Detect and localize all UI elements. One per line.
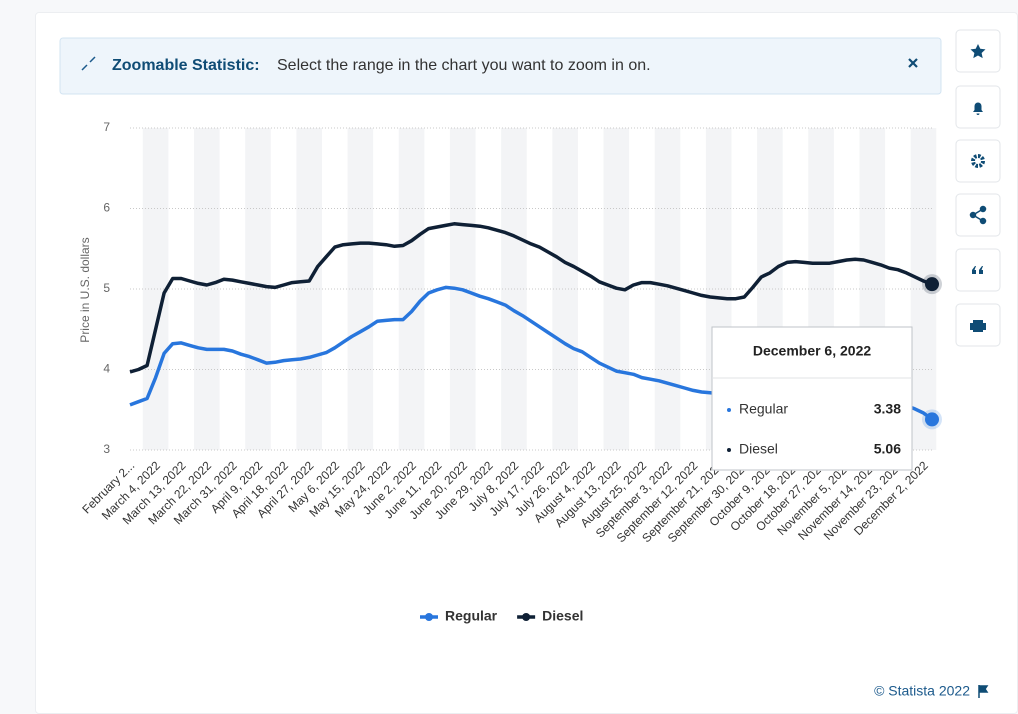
tooltip-box bbox=[711, 326, 913, 471]
cite-button[interactable] bbox=[955, 248, 1001, 292]
zoom-banner bbox=[59, 37, 942, 95]
legend-item[interactable]: Diesel bbox=[517, 608, 583, 624]
line-1 bbox=[129, 222, 933, 374]
legend-item[interactable]: Regular bbox=[420, 608, 498, 624]
tooltip-bullet bbox=[727, 408, 731, 412]
banner-text: Select the range in the chart you want t… bbox=[277, 57, 651, 74]
end-point bbox=[925, 277, 939, 292]
print-icon bbox=[970, 320, 986, 332]
band bbox=[501, 128, 527, 450]
legend-label: Diesel bbox=[542, 608, 583, 624]
y-axis-title: Price in U.S. dollars bbox=[78, 237, 92, 342]
band bbox=[347, 128, 374, 450]
band bbox=[296, 128, 322, 450]
side-toolbar bbox=[955, 29, 1001, 347]
star-icon bbox=[970, 44, 986, 59]
bell-icon bbox=[973, 102, 983, 116]
tooltip-bullet bbox=[727, 448, 731, 452]
zoom-icon bbox=[81, 56, 96, 71]
quote-icon bbox=[972, 266, 983, 274]
tooltip-date: December 6, 2022 bbox=[753, 343, 872, 359]
settings-button[interactable] bbox=[955, 139, 1001, 183]
y-tick-label: 6 bbox=[103, 201, 110, 215]
legend-label: Regular bbox=[445, 608, 498, 624]
flag-icon bbox=[978, 685, 989, 698]
share-button[interactable] bbox=[955, 193, 1001, 237]
band bbox=[193, 128, 220, 450]
tooltip-value: 5.06 bbox=[874, 441, 901, 457]
y-tick-label: 7 bbox=[103, 120, 110, 134]
legend-dot bbox=[522, 613, 531, 621]
gear-icon bbox=[971, 154, 985, 168]
banner-title: Zoomable Statistic: bbox=[112, 57, 260, 74]
band bbox=[245, 128, 271, 450]
credit: © Statista 2022 bbox=[874, 683, 970, 699]
band bbox=[398, 128, 425, 450]
tooltip: December 6, 2022 Regular 3.38 Diesel 5.06 bbox=[711, 326, 913, 471]
y-tick-label: 4 bbox=[103, 362, 110, 376]
legend-dot bbox=[425, 613, 433, 621]
close-button[interactable] bbox=[908, 58, 918, 68]
end-point bbox=[925, 412, 939, 427]
tooltip-name: Diesel bbox=[739, 441, 778, 457]
tooltip-value: 3.38 bbox=[874, 401, 901, 417]
y-tick-label: 3 bbox=[103, 442, 110, 456]
share-icon bbox=[969, 205, 987, 225]
tooltip-name: Regular bbox=[739, 401, 788, 417]
y-tick-label: 5 bbox=[103, 281, 110, 295]
